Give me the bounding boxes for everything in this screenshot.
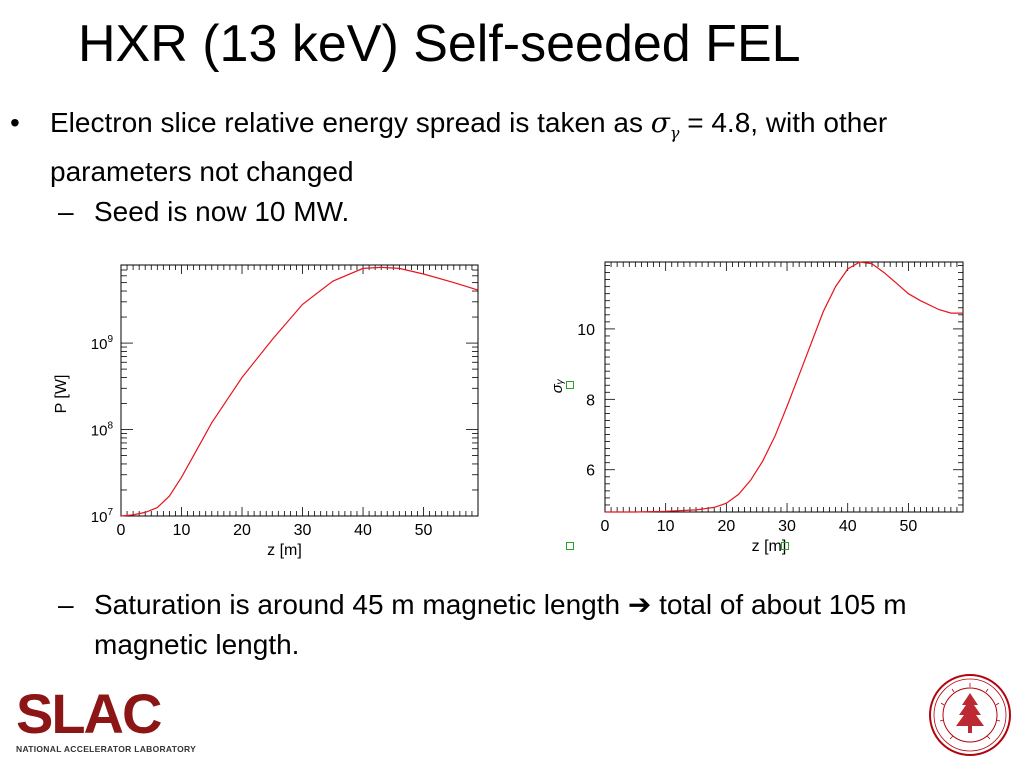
x-tick-label: 30 (778, 518, 796, 535)
y-axis-label: P [W] (53, 375, 70, 414)
y-tick-label: 109 (91, 334, 114, 353)
series-line (120, 266, 479, 517)
x-tick-label: 10 (173, 522, 191, 539)
slac-logo: SLAC NATIONAL ACCELERATOR LABORATORY (16, 682, 197, 755)
slac-logo-wordmark: SLAC (16, 682, 162, 745)
series-line (605, 261, 963, 513)
sub-bullet-seed-text: Seed is now 10 MW. (94, 196, 350, 227)
bullet-text-pre: Electron slice relative energy spread is… (50, 107, 651, 138)
y-tick-label: 8 (586, 392, 595, 409)
plot-frame (604, 261, 964, 513)
sigma-glyph: σ (650, 106, 670, 139)
dash-marker: – (58, 196, 74, 227)
y-tick-label: 108 (91, 421, 114, 440)
x-tick-label: 10 (657, 518, 675, 535)
slac-logo-subtitle: NATIONAL ACCELERATOR LABORATORY (16, 744, 197, 754)
dash-marker: – (58, 589, 74, 620)
x-tick-label: 0 (601, 518, 610, 535)
bullet-text-post: = 4.8, with other parameters not changed (50, 107, 888, 187)
slide-title: HXR (13 keV) Self-seeded FEL (78, 15, 801, 73)
x-tick-label: 20 (233, 522, 251, 539)
x-tick-label: 50 (899, 518, 917, 535)
gamma-subscript: γ (669, 123, 680, 143)
bullet-marker: • (10, 107, 20, 138)
stanford-seal-logo (929, 674, 1011, 756)
y-tick-label: 6 (586, 463, 595, 480)
legend-marker (781, 542, 789, 550)
x-axis-label: z [m] (267, 542, 302, 559)
sigma-gamma-symbol: σγ (650, 106, 680, 143)
y-tick-label: 107 (91, 507, 114, 526)
sub-bullet-saturation-text: Saturation is around 45 m magnetic lengt… (94, 589, 907, 660)
legend-marker (566, 381, 574, 389)
bullet-text: Electron slice relative energy spread is… (50, 104, 1000, 191)
y-axis-label: σᵧ (549, 378, 566, 393)
x-tick-label: 40 (354, 522, 372, 539)
x-tick-label: 50 (415, 522, 433, 539)
x-tick-label: 30 (294, 522, 312, 539)
y-tick-label: 10 (577, 322, 595, 339)
x-tick-label: 20 (717, 518, 735, 535)
legend-marker (566, 542, 574, 550)
x-axis-label: z [m] (752, 538, 787, 555)
plot-frame (120, 264, 479, 517)
x-tick-label: 0 (117, 522, 126, 539)
x-tick-label: 40 (839, 518, 857, 535)
